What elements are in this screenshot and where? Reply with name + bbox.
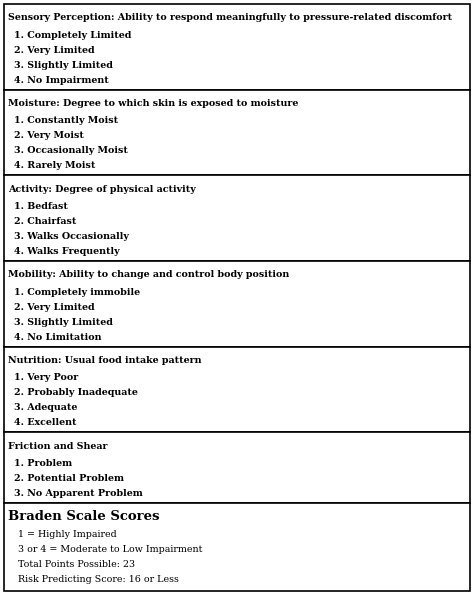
Text: Nutrition: Usual food intake pattern: Nutrition: Usual food intake pattern (8, 356, 201, 365)
Text: 2. Chairfast: 2. Chairfast (14, 217, 76, 226)
Text: 4. No Limitation: 4. No Limitation (14, 333, 101, 342)
Text: 3. Slightly Limited: 3. Slightly Limited (14, 318, 113, 327)
Text: 3. Walks Occasionally: 3. Walks Occasionally (14, 232, 129, 241)
Text: 1. Bedfast: 1. Bedfast (14, 202, 68, 211)
Text: Mobility: Ability to change and control body position: Mobility: Ability to change and control … (8, 270, 289, 280)
Text: 4. Rarely Moist: 4. Rarely Moist (14, 161, 95, 170)
Text: 3. Adequate: 3. Adequate (14, 403, 77, 412)
Text: 3. Slightly Limited: 3. Slightly Limited (14, 61, 113, 70)
Text: Moisture: Degree to which skin is exposed to moisture: Moisture: Degree to which skin is expose… (8, 99, 298, 108)
Text: 1. Constantly Moist: 1. Constantly Moist (14, 116, 118, 125)
Bar (4, 347, 470, 433)
Text: 2. Very Limited: 2. Very Limited (14, 303, 95, 312)
Bar (4, 261, 470, 347)
Bar (4, 433, 470, 503)
Text: 4. No Impairment: 4. No Impairment (14, 76, 109, 84)
Text: 3. No Apparent Problem: 3. No Apparent Problem (14, 489, 143, 498)
Text: 1. Problem: 1. Problem (14, 459, 72, 468)
Bar (4, 176, 470, 261)
Text: 2. Potential Problem: 2. Potential Problem (14, 474, 124, 483)
Text: Braden Scale Scores: Braden Scale Scores (8, 511, 159, 524)
Text: 4. Walks Frequently: 4. Walks Frequently (14, 247, 119, 256)
Bar (4, 90, 470, 176)
Text: Total Points Possible: 23: Total Points Possible: 23 (18, 560, 135, 569)
Text: 1. Completely immobile: 1. Completely immobile (14, 287, 140, 296)
Text: 3 or 4 = Moderate to Low Impairment: 3 or 4 = Moderate to Low Impairment (18, 544, 202, 553)
Text: 1. Completely Limited: 1. Completely Limited (14, 30, 131, 39)
Bar (4, 4, 470, 90)
Text: 2. Very Limited: 2. Very Limited (14, 46, 95, 55)
Text: 1. Very Poor: 1. Very Poor (14, 373, 78, 382)
Bar (4, 503, 470, 591)
Text: 2. Probably Inadequate: 2. Probably Inadequate (14, 389, 138, 397)
Text: Sensory Perception: Ability to respond meaningfully to pressure-related discomfo: Sensory Perception: Ability to respond m… (8, 14, 452, 23)
Text: 3. Occasionally Moist: 3. Occasionally Moist (14, 146, 128, 155)
Text: 1 = Highly Impaired: 1 = Highly Impaired (18, 530, 117, 538)
Text: 4. Excellent: 4. Excellent (14, 418, 76, 427)
Text: Friction and Shear: Friction and Shear (8, 441, 108, 451)
Text: Risk Predicting Score: 16 or Less: Risk Predicting Score: 16 or Less (18, 575, 179, 584)
Text: 2. Very Moist: 2. Very Moist (14, 131, 84, 140)
Text: Activity: Degree of physical activity: Activity: Degree of physical activity (8, 184, 196, 194)
